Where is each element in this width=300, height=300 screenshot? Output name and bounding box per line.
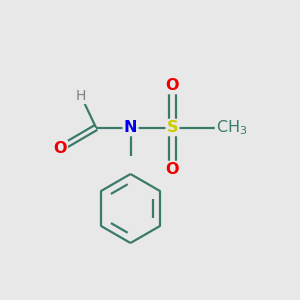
- Text: S: S: [167, 120, 178, 135]
- Text: O: O: [166, 78, 179, 93]
- Text: O: O: [166, 162, 179, 177]
- Text: H: H: [76, 89, 86, 103]
- Text: CH$_3$: CH$_3$: [216, 118, 248, 137]
- Text: N: N: [124, 120, 137, 135]
- Text: O: O: [53, 141, 67, 156]
